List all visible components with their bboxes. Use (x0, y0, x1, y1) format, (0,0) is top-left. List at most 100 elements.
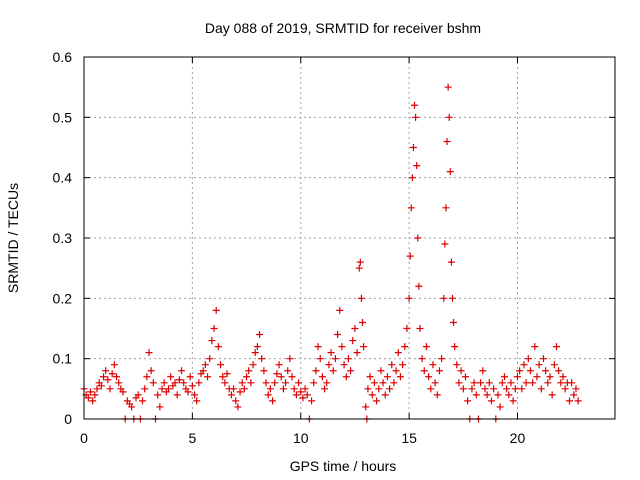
data-point (321, 385, 329, 393)
data-point (457, 367, 465, 375)
data-point (347, 367, 355, 375)
data-point (113, 373, 121, 381)
data-point (227, 391, 235, 399)
data-point (464, 397, 472, 405)
data-point (450, 318, 458, 326)
data-point (214, 343, 222, 351)
data-point (284, 367, 292, 375)
data-point (364, 385, 372, 393)
data-point (282, 379, 290, 387)
data-point (258, 355, 266, 363)
data-point (513, 373, 521, 381)
data-point (156, 403, 164, 411)
data-point (303, 391, 311, 399)
data-point (314, 343, 322, 351)
data-point (574, 397, 582, 405)
data-point (271, 379, 279, 387)
data-point (100, 373, 108, 381)
data-point (429, 361, 437, 369)
data-point (173, 391, 181, 399)
data-point (544, 379, 552, 387)
data-point (269, 397, 277, 405)
data-point (193, 397, 201, 405)
data-point (154, 391, 162, 399)
x-tick-label: 5 (188, 430, 196, 446)
data-point (359, 318, 367, 326)
data-point (275, 361, 283, 369)
data-point (572, 385, 580, 393)
data-point (481, 385, 489, 393)
data-point (483, 391, 491, 399)
data-point (477, 379, 485, 387)
data-point (171, 379, 179, 387)
data-point (286, 355, 294, 363)
data-point (299, 394, 307, 402)
data-point (353, 349, 361, 357)
data-point (415, 282, 423, 290)
data-point (217, 361, 225, 369)
data-point (360, 343, 368, 351)
data-point (327, 349, 335, 357)
data-point (546, 373, 554, 381)
data-point (232, 397, 240, 405)
data-point (570, 391, 578, 399)
data-point (188, 382, 196, 390)
data-point (204, 373, 212, 381)
data-point (277, 373, 285, 381)
data-point (195, 379, 203, 387)
data-point (297, 388, 305, 396)
data-point (84, 394, 92, 402)
data-point (115, 379, 123, 387)
data-point (295, 379, 303, 387)
data-point (443, 137, 451, 145)
data-point (403, 325, 411, 332)
data-point (160, 379, 168, 387)
data-point (401, 343, 409, 351)
data-point (264, 391, 272, 399)
data-point (472, 391, 480, 399)
data-point (110, 361, 118, 369)
data-point (407, 204, 415, 212)
data-point (351, 325, 359, 332)
data-point (459, 385, 467, 393)
data-point (435, 367, 443, 375)
data-point (422, 343, 430, 351)
data-point (180, 379, 188, 387)
data-point (329, 367, 337, 375)
data-point (108, 370, 116, 378)
data-point (412, 113, 420, 121)
data-point (418, 355, 426, 363)
data-point (316, 355, 324, 363)
x-tick-label: 10 (293, 430, 309, 446)
data-point (468, 385, 476, 393)
grid-lines (84, 57, 615, 419)
data-point (89, 397, 97, 405)
data-point (379, 379, 387, 387)
data-point (357, 294, 365, 302)
data-point (470, 379, 478, 387)
data-point (427, 385, 435, 393)
data-point (490, 385, 498, 393)
y-tick-label: 0.5 (53, 109, 73, 125)
data-point (442, 204, 450, 212)
data-point (266, 385, 274, 393)
data-point (279, 385, 287, 393)
data-point (479, 367, 487, 375)
chart-title: Day 088 of 2019, SRMTID for receiver bsh… (205, 20, 481, 36)
data-point (453, 361, 461, 369)
data-point (535, 361, 543, 369)
data-point (414, 234, 422, 242)
data-point (399, 361, 407, 369)
data-point (178, 367, 186, 375)
data-point (149, 379, 157, 387)
data-points (80, 83, 582, 423)
data-point (561, 385, 569, 393)
data-point (362, 403, 370, 411)
data-point (383, 373, 391, 381)
data-point (390, 379, 398, 387)
data-point (312, 367, 320, 375)
data-point (416, 325, 424, 332)
data-point (355, 264, 363, 272)
y-axis-label: SRMTID / TECUs (5, 183, 21, 293)
data-point (134, 391, 142, 399)
